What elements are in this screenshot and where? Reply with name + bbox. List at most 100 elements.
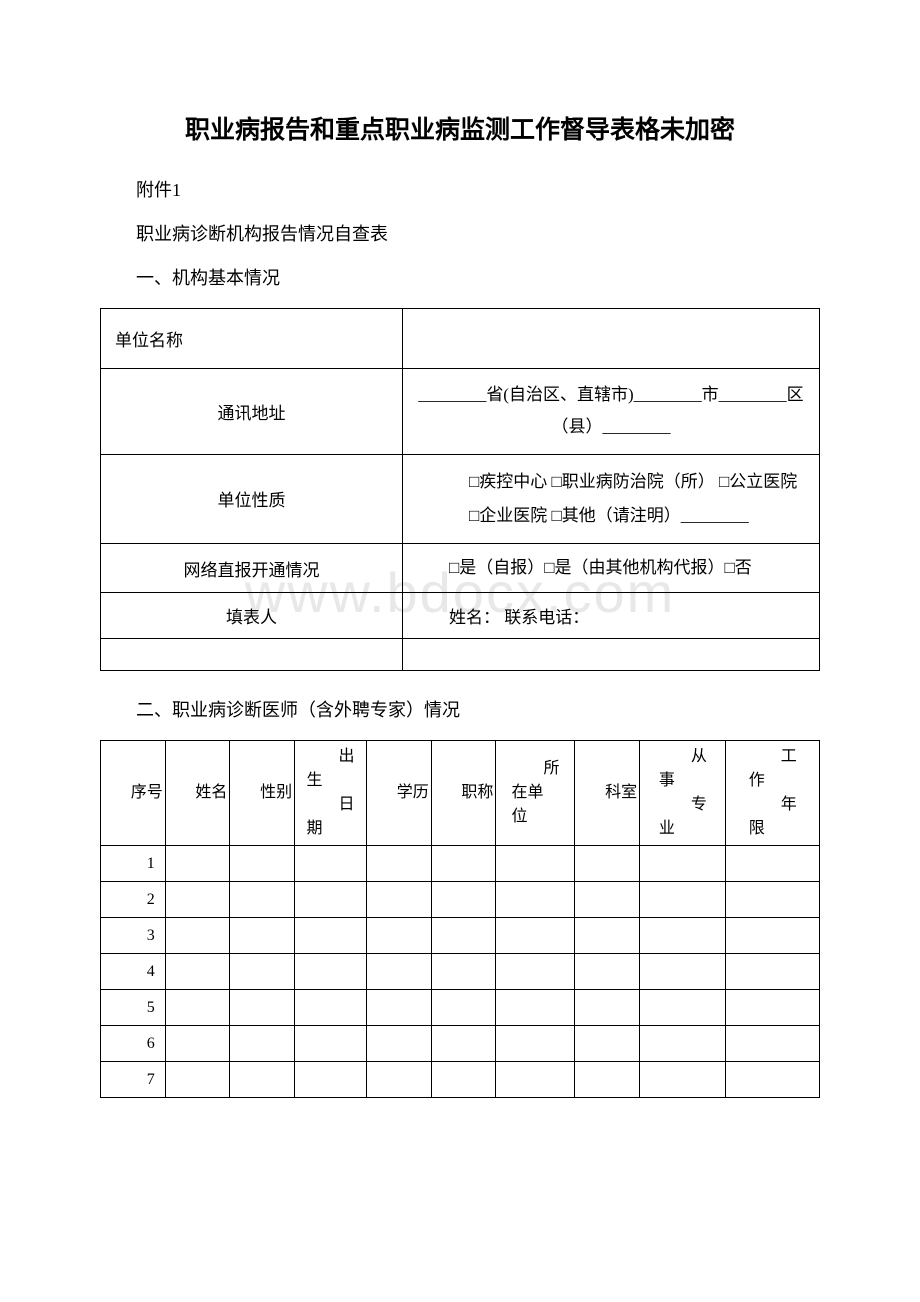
table-row: 单位性质 □疾控中心 □职业病防治院（所） □公立医院 □企业医院 □其他（请注… xyxy=(101,454,820,543)
cell xyxy=(295,954,367,990)
cell xyxy=(367,846,432,882)
cell xyxy=(496,846,575,882)
cell xyxy=(295,882,367,918)
cell xyxy=(496,882,575,918)
cell xyxy=(165,1062,230,1098)
cell xyxy=(165,846,230,882)
row-num: 6 xyxy=(101,1026,166,1062)
cell xyxy=(496,1026,575,1062)
cell xyxy=(165,918,230,954)
table-row: 2 xyxy=(101,882,820,918)
cell xyxy=(640,990,726,1026)
empty-value xyxy=(402,639,819,671)
cell xyxy=(575,882,640,918)
row-num: 5 xyxy=(101,990,166,1026)
table-header-row: 序号 姓名 性别 出生 日期 学历 职称 所在 xyxy=(101,741,820,846)
row-num: 1 xyxy=(101,846,166,882)
address-label: 通讯地址 xyxy=(101,369,403,455)
unit-name-value xyxy=(402,309,819,369)
network-report-value: □是（自报）□是（由其他机构代报）□否 xyxy=(402,543,819,593)
cell xyxy=(640,918,726,954)
cell xyxy=(230,1062,295,1098)
header-title: 职称 xyxy=(431,741,496,846)
filler-label: 填表人 xyxy=(101,593,403,639)
cell xyxy=(431,882,496,918)
table-row: 4 xyxy=(101,954,820,990)
header-year: 工作 年限 xyxy=(726,741,820,846)
basic-info-table: 单位名称 通讯地址 ________省(自治区、直辖市)________市___… xyxy=(100,308,820,671)
section2-header: 二、职业病诊断医师（含外聘专家）情况 xyxy=(100,696,820,722)
table-row: 网络直报开通情况 □是（自报）□是（由其他机构代报）□否 xyxy=(101,543,820,593)
cell xyxy=(165,882,230,918)
cell xyxy=(496,1062,575,1098)
filler-value: 姓名： 联系电话： xyxy=(402,593,819,639)
header-dept: 科室 xyxy=(575,741,640,846)
table-row xyxy=(101,639,820,671)
cell xyxy=(431,846,496,882)
cell xyxy=(230,954,295,990)
row-num: 2 xyxy=(101,882,166,918)
cell xyxy=(640,1026,726,1062)
cell xyxy=(640,954,726,990)
cell xyxy=(295,990,367,1026)
cell xyxy=(230,846,295,882)
cell xyxy=(726,954,820,990)
document-content: 职业病报告和重点职业病监测工作督导表格未加密 附件1 职业病诊断机构报告情况自查… xyxy=(100,110,820,1098)
cell xyxy=(295,846,367,882)
address-value: ________省(自治区、直辖市)________市________区（县）_… xyxy=(402,369,819,455)
cell xyxy=(575,954,640,990)
cell xyxy=(726,918,820,954)
cell xyxy=(230,882,295,918)
cell xyxy=(295,1062,367,1098)
header-birth: 出生 日期 xyxy=(295,741,367,846)
cell xyxy=(726,1026,820,1062)
cell xyxy=(431,1026,496,1062)
cell xyxy=(575,1026,640,1062)
header-name: 姓名 xyxy=(165,741,230,846)
cell xyxy=(165,954,230,990)
document-subtitle: 职业病诊断机构报告情况自查表 xyxy=(100,220,820,246)
header-num: 序号 xyxy=(101,741,166,846)
table-row: 7 xyxy=(101,1062,820,1098)
table-row: 5 xyxy=(101,990,820,1026)
attachment-label: 附件1 xyxy=(100,176,820,202)
cell xyxy=(575,990,640,1026)
cell xyxy=(230,990,295,1026)
document-title: 职业病报告和重点职业病监测工作督导表格未加密 xyxy=(100,110,820,146)
cell xyxy=(726,882,820,918)
cell xyxy=(496,918,575,954)
cell xyxy=(640,882,726,918)
cell xyxy=(640,1062,726,1098)
section1-header: 一、机构基本情况 xyxy=(100,264,820,290)
unit-nature-value: □疾控中心 □职业病防治院（所） □公立医院 □企业医院 □其他（请注明）___… xyxy=(402,454,819,543)
cell xyxy=(367,990,432,1026)
cell xyxy=(367,954,432,990)
row-num: 7 xyxy=(101,1062,166,1098)
cell xyxy=(496,954,575,990)
table-row: 1 xyxy=(101,846,820,882)
header-gender: 性别 xyxy=(230,741,295,846)
cell xyxy=(367,1026,432,1062)
unit-name-label: 单位名称 xyxy=(101,309,403,369)
cell xyxy=(431,954,496,990)
unit-nature-label: 单位性质 xyxy=(101,454,403,543)
cell xyxy=(431,1062,496,1098)
table-row: 3 xyxy=(101,918,820,954)
cell xyxy=(575,1062,640,1098)
cell xyxy=(295,918,367,954)
header-unit: 所在单位 xyxy=(496,741,575,846)
header-edu: 学历 xyxy=(367,741,432,846)
doctor-info-table: 序号 姓名 性别 出生 日期 学历 职称 所在 xyxy=(100,740,820,1098)
header-major: 从事 专业 xyxy=(640,741,726,846)
cell xyxy=(726,990,820,1026)
table-row: 6 xyxy=(101,1026,820,1062)
cell xyxy=(165,1026,230,1062)
table-row: 单位名称 xyxy=(101,309,820,369)
row-num: 4 xyxy=(101,954,166,990)
cell xyxy=(230,1026,295,1062)
table-row: 填表人 姓名： 联系电话： xyxy=(101,593,820,639)
cell xyxy=(230,918,295,954)
cell xyxy=(640,846,726,882)
empty-label xyxy=(101,639,403,671)
cell xyxy=(726,846,820,882)
